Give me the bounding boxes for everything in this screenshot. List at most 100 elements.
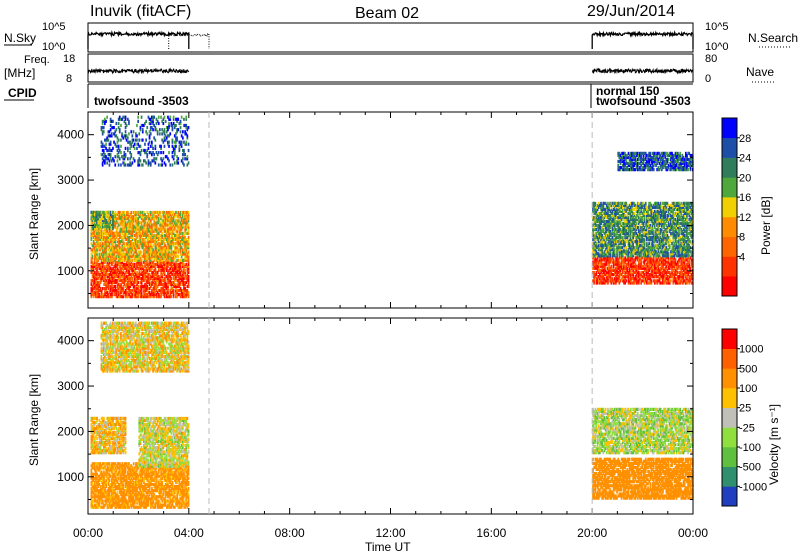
power-cell-5 (592, 246, 594, 250)
power-cell-4 (605, 275, 608, 279)
power-cell-1 (119, 231, 121, 235)
power-cell-1 (155, 221, 158, 225)
power-cell-0 (96, 274, 98, 279)
power-cell-0 (111, 268, 113, 272)
power-cell-3 (140, 115, 143, 119)
power-cell-0 (128, 272, 130, 276)
power-cell-1 (171, 217, 174, 221)
power-cell-1 (127, 221, 129, 225)
power-cell-0 (123, 280, 126, 285)
power-cell-0 (156, 260, 159, 264)
power-cell-1 (140, 246, 143, 250)
power-cell-5 (630, 223, 632, 228)
power-cell-0 (126, 274, 128, 279)
power-cell-2 (98, 220, 101, 225)
power-cell-5 (594, 221, 597, 226)
power-cell-1 (116, 237, 119, 242)
power-cell-4 (623, 279, 625, 283)
power-cell-0 (92, 280, 95, 285)
power-cell-0 (171, 272, 174, 276)
power-cell-0 (119, 266, 121, 270)
power-cell-1 (147, 233, 150, 237)
power-cell-1 (136, 231, 138, 235)
power-cell-5 (638, 203, 640, 207)
power-cell-1 (146, 237, 149, 242)
power-cell-5 (646, 205, 648, 209)
power-cell-5 (646, 217, 648, 222)
power-cell-5 (626, 211, 629, 215)
power-cell-0 (164, 293, 167, 297)
power-cell-5 (628, 226, 631, 230)
power-cell-3 (102, 119, 105, 123)
power-cell-0 (171, 287, 174, 291)
power-cell-1 (134, 242, 136, 246)
power-cell-0 (176, 295, 178, 299)
power-cell-5 (639, 250, 641, 254)
power-cell-5 (593, 242, 595, 246)
power-cell-2 (106, 220, 109, 225)
power-heatmap (90, 115, 694, 299)
power-cell-4 (603, 256, 606, 260)
power-cell-0 (103, 270, 105, 274)
power-cell-0 (163, 264, 166, 268)
power-cell-3 (159, 144, 161, 148)
power-cell-4 (634, 268, 637, 272)
power-cell-5 (602, 201, 605, 205)
power-cell-4 (667, 256, 670, 260)
power-cell-4 (655, 256, 657, 260)
power-cell-3 (171, 155, 174, 159)
power-cell-2 (104, 227, 106, 231)
power-cell-0 (116, 260, 119, 264)
power-cell-3 (178, 144, 181, 148)
power-cell-1 (159, 223, 161, 227)
power-cell-4 (604, 264, 607, 268)
power-cell-3 (148, 130, 151, 134)
power-cell-0 (172, 268, 175, 272)
power-cell-1 (161, 210, 164, 215)
power-cell-1 (139, 225, 142, 229)
power-cell-5 (611, 240, 614, 244)
power-cell-0 (107, 278, 110, 283)
power-cell-5 (638, 226, 640, 230)
power-cell-1 (164, 215, 167, 219)
power-cell-1 (129, 223, 132, 227)
power-cell-2 (108, 218, 111, 223)
power-cell-1 (180, 237, 183, 242)
power-cell-0 (96, 272, 98, 276)
power-cell-3 (165, 130, 168, 134)
power-cell-3 (163, 144, 166, 148)
power-cell-1 (143, 225, 145, 229)
power-cell-3 (157, 151, 160, 155)
power-cell-1 (119, 242, 121, 246)
power-cell-2 (110, 227, 113, 231)
power-cell-0 (116, 278, 119, 283)
power-cell-4 (648, 268, 650, 272)
power-cell-0 (140, 266, 143, 270)
power-cell-0 (90, 289, 93, 293)
power-cell-0 (104, 291, 106, 295)
power-cell-1 (102, 237, 104, 242)
power-cell-3 (169, 132, 172, 136)
power-cell-5 (620, 221, 623, 226)
power-cell-3 (106, 115, 108, 119)
power-cell-3 (152, 117, 154, 121)
power-cell-5 (595, 244, 598, 248)
power-cell-3 (118, 157, 121, 161)
power-cell-5 (625, 230, 628, 234)
power-cell-4 (672, 264, 675, 268)
power-cell-0 (169, 274, 172, 279)
power-cell-4 (624, 273, 626, 277)
power-cell-5 (593, 250, 595, 254)
power-cell-0 (120, 282, 122, 287)
power-cell-5 (631, 203, 633, 207)
power-cell-1 (130, 227, 133, 231)
power-cell-3 (101, 126, 104, 130)
power-cell-3 (160, 144, 162, 148)
power-cell-0 (178, 276, 181, 281)
power-cell-0 (164, 266, 167, 270)
power-cell-4 (687, 256, 689, 260)
power-cell-4 (652, 256, 655, 260)
power-cell-5 (616, 221, 618, 226)
power-cell-1 (163, 217, 166, 221)
power-cell-4 (663, 258, 665, 262)
